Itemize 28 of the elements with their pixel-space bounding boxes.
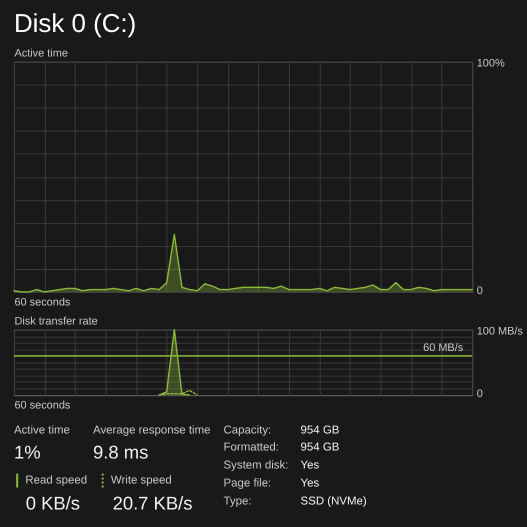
text: Type:: [224, 495, 252, 508]
text: 954 GB: [300, 424, 340, 436]
text: 954 GB: [300, 442, 340, 454]
y-tick-label: 0: [476, 388, 483, 400]
text: System disk:: [224, 460, 288, 472]
text: Yes: [300, 460, 320, 472]
x-axis-title: 60 seconds: [14, 399, 71, 412]
text: Yes: [300, 477, 320, 490]
text: Formatted:: [224, 442, 279, 454]
legend-label: Write speed: [110, 474, 172, 487]
y-axis-title: Disk transfer rate: [14, 315, 98, 328]
text: 1%: [14, 442, 41, 463]
text: Active time: [14, 424, 70, 436]
text: Page file:: [224, 477, 272, 490]
chart-title: Disk 0 (C:): [14, 10, 136, 38]
legend-label: Read speed: [25, 474, 88, 487]
text: 20.7 KB/s: [112, 492, 192, 514]
text: SSD (NVMe): [300, 495, 367, 508]
ref-line-label: 60 MB/s: [423, 342, 464, 354]
text: Average response time: [93, 424, 210, 436]
y-tick-label: 0: [476, 284, 483, 297]
text: 9.8 ms: [93, 442, 148, 463]
x-axis-title: 60 seconds: [14, 296, 71, 308]
y-tick-label: 100%: [476, 58, 505, 70]
text: Capacity:: [224, 424, 272, 436]
y-axis-title: Active time: [14, 47, 68, 60]
y-tick-label: 100 MB/s: [476, 326, 524, 338]
text: 0 KB/s: [26, 492, 80, 514]
